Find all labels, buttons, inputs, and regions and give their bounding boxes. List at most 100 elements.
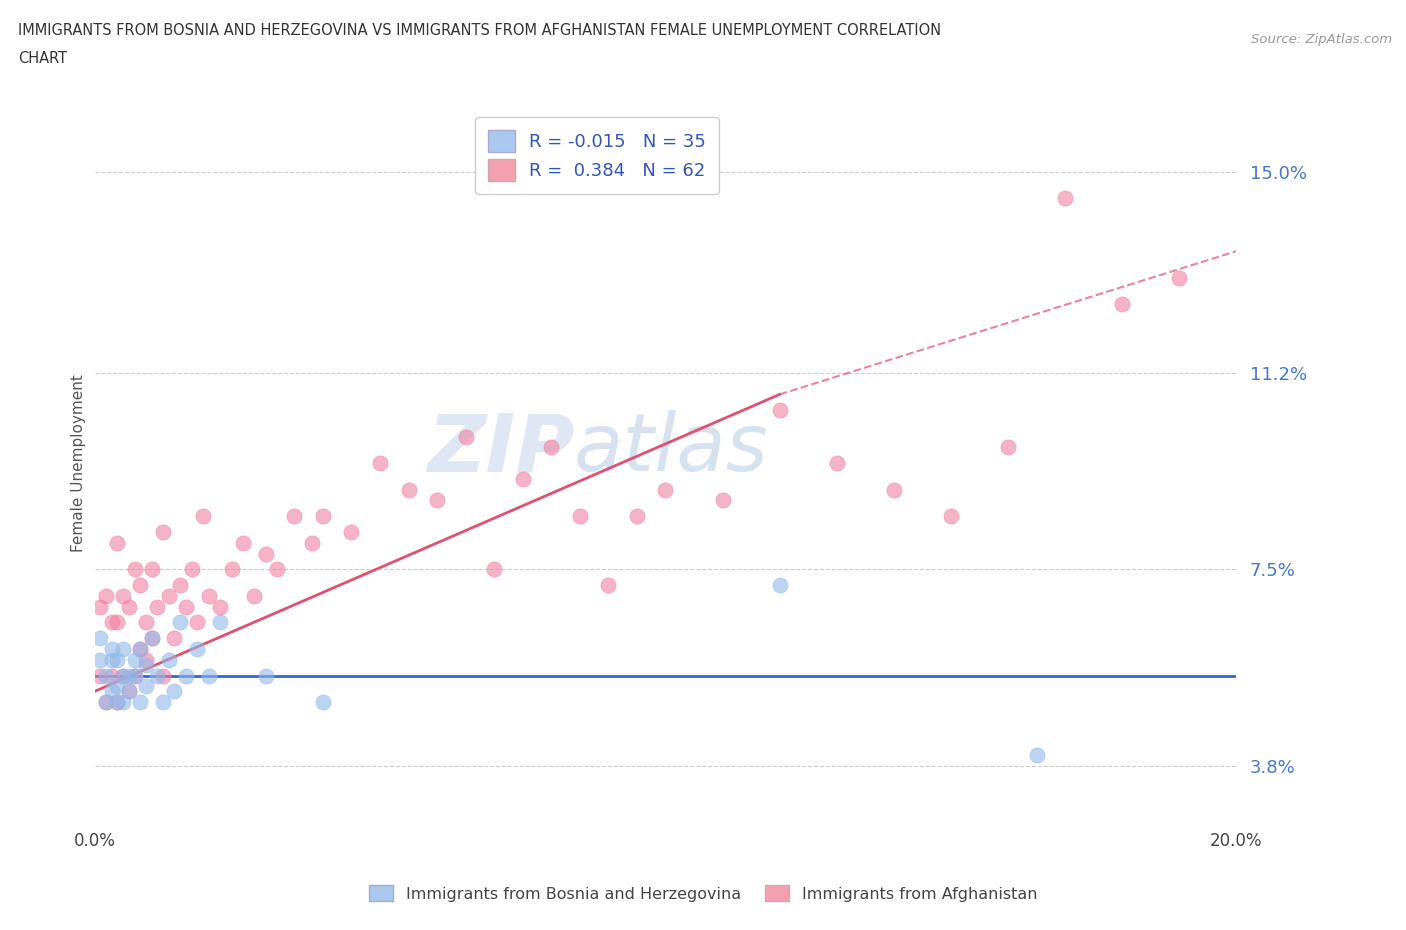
Point bbox=[107, 536, 129, 551]
Point bbox=[129, 695, 152, 710]
Point bbox=[112, 668, 135, 683]
Point bbox=[112, 668, 135, 683]
Point bbox=[107, 652, 129, 667]
Point bbox=[221, 562, 243, 577]
Point bbox=[266, 562, 288, 577]
Point bbox=[1054, 191, 1077, 206]
Point bbox=[107, 679, 129, 694]
Point bbox=[129, 642, 152, 657]
Point bbox=[169, 578, 191, 592]
Point bbox=[232, 536, 254, 551]
Point bbox=[124, 668, 146, 683]
Point bbox=[124, 562, 146, 577]
Point bbox=[100, 652, 122, 667]
Point bbox=[89, 668, 111, 683]
Point bbox=[163, 631, 186, 645]
Point bbox=[89, 599, 111, 614]
Point bbox=[243, 589, 266, 604]
Point bbox=[512, 472, 534, 486]
Point bbox=[1111, 297, 1133, 312]
Point bbox=[169, 615, 191, 630]
Point bbox=[146, 668, 169, 683]
Point bbox=[254, 668, 277, 683]
Point bbox=[174, 599, 197, 614]
Point bbox=[163, 684, 186, 698]
Point bbox=[180, 562, 202, 577]
Point bbox=[157, 589, 180, 604]
Point bbox=[129, 578, 152, 592]
Point bbox=[94, 668, 117, 683]
Point bbox=[89, 631, 111, 645]
Point bbox=[112, 642, 135, 657]
Point bbox=[157, 652, 180, 667]
Point bbox=[152, 695, 174, 710]
Point bbox=[100, 615, 122, 630]
Point bbox=[94, 695, 117, 710]
Point bbox=[89, 652, 111, 667]
Point bbox=[118, 684, 141, 698]
Point bbox=[124, 652, 146, 667]
Point bbox=[1168, 271, 1191, 286]
Point bbox=[146, 599, 169, 614]
Point bbox=[135, 658, 157, 672]
Point bbox=[141, 562, 163, 577]
Point bbox=[768, 403, 790, 418]
Point bbox=[1025, 748, 1047, 763]
Point bbox=[141, 631, 163, 645]
Point bbox=[174, 668, 197, 683]
Point bbox=[482, 562, 505, 577]
Point bbox=[118, 599, 141, 614]
Point bbox=[118, 684, 141, 698]
Point bbox=[368, 456, 391, 471]
Point bbox=[107, 615, 129, 630]
Text: Source: ZipAtlas.com: Source: ZipAtlas.com bbox=[1251, 33, 1392, 46]
Point bbox=[197, 668, 219, 683]
Y-axis label: Female Unemployment: Female Unemployment bbox=[72, 375, 86, 552]
Point bbox=[118, 668, 141, 683]
Point bbox=[94, 589, 117, 604]
Point bbox=[141, 631, 163, 645]
Point bbox=[152, 668, 174, 683]
Point bbox=[254, 546, 277, 561]
Legend: Immigrants from Bosnia and Herzegovina, Immigrants from Afghanistan: Immigrants from Bosnia and Herzegovina, … bbox=[363, 879, 1043, 908]
Point bbox=[209, 615, 232, 630]
Point bbox=[398, 483, 420, 498]
Point bbox=[112, 695, 135, 710]
Point bbox=[283, 509, 305, 524]
Point bbox=[191, 509, 214, 524]
Point bbox=[426, 493, 449, 508]
Point bbox=[124, 668, 146, 683]
Point bbox=[152, 525, 174, 539]
Point bbox=[100, 642, 122, 657]
Point bbox=[135, 652, 157, 667]
Point bbox=[568, 509, 591, 524]
Text: ZIP: ZIP bbox=[427, 410, 574, 488]
Point bbox=[312, 695, 335, 710]
Text: atlas: atlas bbox=[574, 410, 769, 488]
Point bbox=[626, 509, 648, 524]
Point bbox=[94, 695, 117, 710]
Point bbox=[454, 430, 477, 445]
Point bbox=[186, 642, 208, 657]
Legend: R = -0.015   N = 35, R =  0.384   N = 62: R = -0.015 N = 35, R = 0.384 N = 62 bbox=[475, 117, 718, 193]
Point bbox=[654, 483, 676, 498]
Point bbox=[301, 536, 323, 551]
Point bbox=[112, 589, 135, 604]
Point bbox=[100, 668, 122, 683]
Text: CHART: CHART bbox=[18, 51, 67, 66]
Point bbox=[598, 578, 620, 592]
Point bbox=[135, 679, 157, 694]
Point bbox=[107, 695, 129, 710]
Point bbox=[197, 589, 219, 604]
Text: IMMIGRANTS FROM BOSNIA AND HERZEGOVINA VS IMMIGRANTS FROM AFGHANISTAN FEMALE UNE: IMMIGRANTS FROM BOSNIA AND HERZEGOVINA V… bbox=[18, 23, 942, 38]
Point bbox=[711, 493, 734, 508]
Point bbox=[939, 509, 962, 524]
Point bbox=[340, 525, 363, 539]
Point bbox=[997, 440, 1019, 455]
Point bbox=[768, 578, 790, 592]
Point bbox=[209, 599, 232, 614]
Point bbox=[186, 615, 208, 630]
Point bbox=[312, 509, 335, 524]
Point bbox=[825, 456, 848, 471]
Point bbox=[135, 615, 157, 630]
